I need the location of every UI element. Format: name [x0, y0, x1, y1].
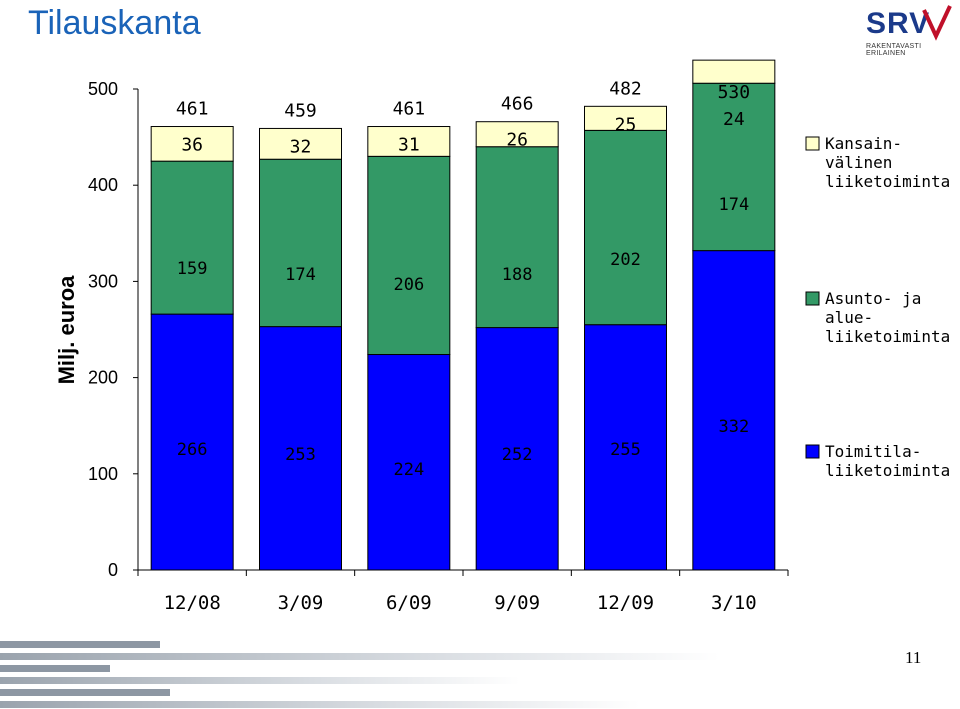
data-label-asunto: 202 — [610, 250, 641, 270]
y-tick-label: 400 — [88, 175, 118, 195]
bar-segment — [367, 354, 451, 571]
y-tick-label: 200 — [88, 368, 118, 388]
data-label-total: 461 — [176, 99, 209, 120]
bar-segment — [692, 59, 776, 84]
legend-entry: Asunto- ja alue-liiketoiminta — [825, 289, 950, 346]
data-label-total: 482 — [609, 78, 642, 99]
bar-segment — [584, 324, 667, 571]
x-tick-label: 3/10 — [711, 592, 757, 614]
data-label-toimitila: 253 — [285, 445, 316, 465]
footer-stripes-decoration — [0, 641, 720, 708]
stacked-bar-chart: 0 100 200 300 400 500 Milj. euroa 266 159 36 461 12… — [54, 59, 950, 614]
page-title: Tilauskanta — [28, 4, 201, 42]
bar-segment — [692, 82, 776, 252]
data-label-total: 461 — [393, 99, 426, 120]
x-tick-label: 12/08 — [164, 592, 221, 614]
bar-segment — [150, 160, 234, 315]
y-tick-label: 500 — [88, 79, 118, 99]
data-label-kansainvalinen: 32 — [290, 136, 312, 157]
bar-segment — [150, 126, 234, 162]
x-tick-label: 6/09 — [386, 592, 432, 614]
data-label-asunto: 174 — [718, 195, 749, 215]
data-label-asunto: 159 — [177, 259, 208, 279]
y-tick-label: 100 — [88, 464, 118, 484]
legend-swatch — [805, 444, 820, 459]
bar-segment — [367, 155, 451, 356]
page-number: 11 — [905, 648, 922, 667]
bar-segment — [259, 127, 342, 160]
bar-segment — [475, 327, 559, 571]
bar-segment — [584, 105, 667, 131]
bar-segment — [475, 146, 559, 329]
data-label-kansainvalinen: 36 — [181, 135, 203, 156]
legend-swatch — [805, 291, 820, 306]
x-tick-label: 9/09 — [494, 592, 540, 614]
bar-segment — [259, 158, 342, 328]
data-label-toimitila: 332 — [718, 417, 749, 437]
bar-segment — [692, 250, 776, 571]
data-label-kansainvalinen: 31 — [398, 135, 420, 156]
x-tick-label: 3/09 — [278, 592, 324, 614]
bar-segment — [475, 121, 559, 148]
data-label-asunto: 174 — [285, 265, 316, 285]
logo-text: SRV — [866, 7, 931, 40]
legend-entry: Toimitila-liiketoiminta — [825, 442, 950, 480]
legend-swatch — [805, 136, 820, 151]
data-label-kansainvalinen: 25 — [615, 114, 637, 135]
logo-tagline: RAKENTAVASTI ERILAINEN — [866, 43, 922, 57]
data-label-kansainvalinen: 26 — [506, 130, 528, 151]
data-label-toimitila: 224 — [393, 460, 424, 480]
y-tick-label: 300 — [88, 271, 118, 291]
data-label-toimitila: 255 — [610, 440, 641, 460]
bar-segment — [259, 326, 342, 571]
data-label-toimitila: 266 — [177, 440, 208, 460]
data-label-kansainvalinen: 24 — [723, 109, 745, 130]
bar-segment — [584, 129, 667, 326]
bar-segment — [150, 313, 234, 571]
logo-check-icon — [922, 5, 952, 41]
data-label-toimitila: 252 — [502, 445, 533, 465]
data-label-asunto: 206 — [393, 275, 424, 295]
y-axis-label: Milj. euroa — [54, 275, 79, 385]
data-label-asunto: 188 — [502, 265, 533, 285]
data-label-total: 466 — [501, 94, 534, 115]
data-label-total: 459 — [284, 100, 317, 121]
data-label-total: 530 — [718, 82, 751, 103]
y-tick-label: 0 — [108, 560, 118, 580]
legend-entry: Kansain-välinen liiketoiminta — [825, 134, 950, 191]
x-tick-label: 12/09 — [597, 592, 654, 614]
bar-segment — [367, 126, 451, 157]
